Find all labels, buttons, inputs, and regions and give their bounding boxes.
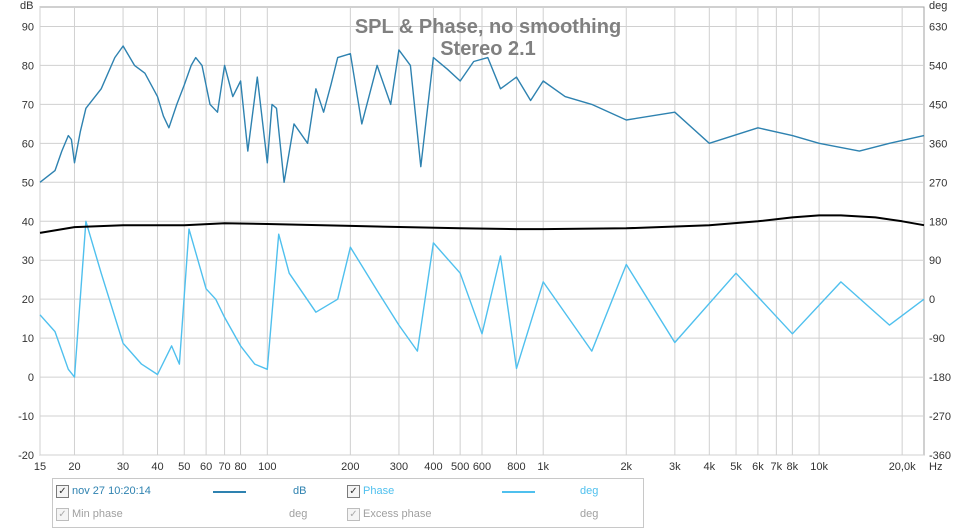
spl-checkbox[interactable]: ✓ [56, 485, 69, 498]
y-left-tick-label: -10 [18, 411, 34, 423]
phase-series-line [39, 220, 925, 378]
legend-panel: ✓ nov 27 10:20:14 dB ✓ Phase deg ✓ Min p… [52, 478, 644, 528]
y-left-tick-label: 10 [22, 333, 34, 345]
y-right-tick-label: 270 [929, 177, 947, 189]
axis-layer: -20 -10 0 10 20 30 40 50 60 70 80 90 -360 -270 -180 -90… [18, 21, 951, 473]
min-phase-legend-name: Min phase [72, 508, 123, 520]
x-tick-label: 20,0k [889, 461, 916, 473]
y-right-tick-label: 180 [929, 216, 947, 228]
y-right-tick-label: 360 [929, 138, 947, 150]
y-right-tick-label: -270 [929, 411, 951, 423]
excess-phase-legend-unit: deg [580, 508, 599, 520]
chart-subtitle: Stereo 2.1 [440, 38, 536, 60]
phase-checkbox[interactable]: ✓ [347, 485, 360, 498]
x-tick-label: 600 [473, 461, 491, 473]
x-tick-label: 40 [151, 461, 163, 473]
y-left-tick-label: 70 [22, 99, 34, 111]
y-right-tick-label: -360 [929, 450, 951, 462]
excess-phase-legend-name: Excess phase [363, 508, 432, 520]
phase-legend-unit: deg [580, 485, 599, 497]
x-tick-label: 100 [258, 461, 276, 473]
min-phase-legend-unit: deg [289, 508, 308, 520]
x-tick-label: 800 [507, 461, 525, 473]
y-right-tick-label: 90 [929, 255, 941, 267]
min-phase-checkbox[interactable]: ✓ [56, 508, 69, 521]
x-tick-label: 1k [537, 461, 549, 473]
grid-layer [39, 7, 924, 456]
x-tick-label: 7k [771, 461, 783, 473]
spl-line-swatch [213, 491, 246, 493]
y-left-tick-label: 90 [22, 21, 34, 33]
phase-line-swatch [502, 491, 535, 493]
x-tick-label: 300 [390, 461, 408, 473]
y-left-tick-label: 50 [22, 177, 34, 189]
x-tick-label: 500 [451, 461, 469, 473]
legend-row-spl: ✓ nov 27 10:20:14 dB ✓ Phase deg [53, 481, 643, 501]
x-tick-label: 10k [810, 461, 828, 473]
x-tick-label: 3k [669, 461, 681, 473]
spl-series-line [39, 45, 925, 183]
x-tick-label: 2k [620, 461, 632, 473]
x-tick-label: 4k [703, 461, 715, 473]
y-left-tick-label: 0 [28, 372, 34, 384]
spl-legend-name: nov 27 10:20:14 [72, 485, 151, 497]
y-left-tick-label: 30 [22, 255, 34, 267]
y-right-tick-label: 540 [929, 60, 947, 72]
x-tick-label: 15 [34, 461, 46, 473]
series-layer [39, 45, 925, 378]
x-tick-label: 5k [730, 461, 742, 473]
x-tick-label: 70 [218, 461, 230, 473]
x-tick-label: 60 [200, 461, 212, 473]
reference-series-line [39, 214, 925, 234]
phase-legend-name: Phase [363, 485, 395, 497]
y-right-tick-label: -90 [929, 333, 945, 345]
y-left-tick-label: 20 [22, 294, 34, 306]
excess-phase-checkbox[interactable]: ✓ [347, 508, 360, 521]
chart-title: SPL & Phase, no smoothing [355, 16, 621, 38]
x-tick-label: 80 [234, 461, 246, 473]
y-left-tick-label: -20 [18, 450, 34, 462]
x-tick-label: 200 [341, 461, 359, 473]
right-axis-unit: deg [929, 0, 947, 12]
y-right-tick-label: 450 [929, 99, 947, 111]
x-tick-label: 20 [68, 461, 80, 473]
x-axis-unit: Hz [929, 461, 942, 473]
y-left-tick-label: 60 [22, 138, 34, 150]
x-tick-label: 50 [178, 461, 190, 473]
y-left-tick-label: 80 [22, 60, 34, 72]
spl-legend-unit: dB [293, 485, 307, 497]
y-right-tick-label: 0 [929, 294, 935, 306]
x-tick-label: 30 [117, 461, 129, 473]
left-axis-unit: dB [20, 0, 33, 12]
y-right-tick-label: 630 [929, 21, 947, 33]
x-tick-label: 6k [752, 461, 764, 473]
x-tick-label: 8k [787, 461, 799, 473]
legend-row-phases: ✓ Min phase deg ✓ Excess phase deg [53, 504, 643, 524]
y-right-tick-label: -180 [929, 372, 951, 384]
y-left-tick-label: 40 [22, 216, 34, 228]
x-tick-label: 400 [424, 461, 442, 473]
